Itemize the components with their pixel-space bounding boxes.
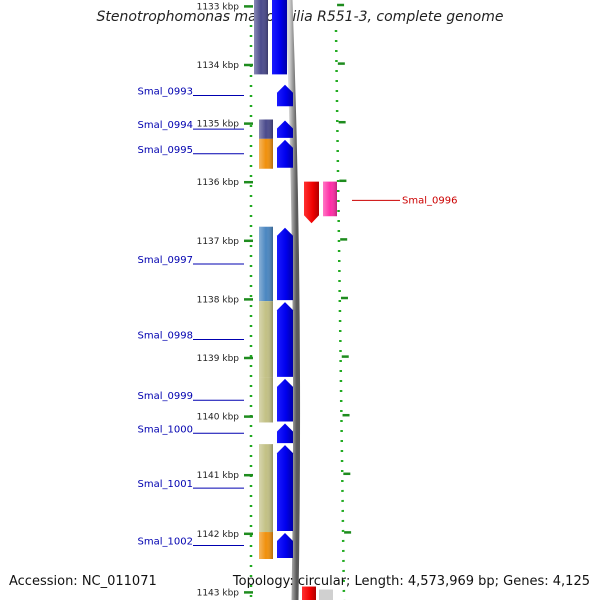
scale-tick-label: 1141 kbp bbox=[197, 471, 240, 481]
scale-tick-label: 1138 kbp bbox=[197, 295, 240, 305]
cog-block-bottom-partial bbox=[319, 589, 333, 600]
gene-label-smal-0997[interactable]: Smal_0997 bbox=[138, 255, 193, 266]
cds-smal-0997[interactable] bbox=[277, 227, 293, 301]
scale-tick-label: 1136 kbp bbox=[197, 178, 240, 188]
scale-tick-label: 1140 kbp bbox=[197, 413, 240, 423]
scale-tick-label: 1135 kbp bbox=[197, 120, 240, 130]
cog-block-top-partial-shading bbox=[254, 0, 268, 75]
topology-text: Topology: circular; Length: 4,573,969 bp… bbox=[232, 574, 590, 589]
gene-label-smal-0995[interactable]: Smal_0995 bbox=[138, 145, 193, 156]
cds-smal-0999[interactable] bbox=[277, 378, 293, 422]
accession-text: Accession: NC_011071 bbox=[9, 574, 157, 589]
gene-label-smal-1000[interactable]: Smal_1000 bbox=[138, 424, 193, 435]
cog-block-smal-0998-shading bbox=[259, 301, 273, 378]
right-dotted-track bbox=[334, 29, 346, 600]
cds-top-partial[interactable] bbox=[272, 0, 287, 75]
cog-block-smal-0999-shading bbox=[259, 377, 273, 423]
gene-label-smal-0993[interactable]: Smal_0993 bbox=[138, 86, 193, 97]
cds-smal-1000[interactable] bbox=[277, 423, 293, 444]
cds-smal-1001[interactable] bbox=[277, 445, 293, 532]
gene-label-smal-0996[interactable]: Smal_0996 bbox=[402, 195, 457, 206]
scale-tick-label: 1137 kbp bbox=[197, 237, 240, 247]
cds-smal-0996[interactable] bbox=[304, 181, 319, 224]
cds-smal-0994[interactable] bbox=[277, 120, 293, 138]
cog-block-smal-0997-shading bbox=[259, 226, 273, 302]
gene-label-smal-0994[interactable]: Smal_0994 bbox=[138, 120, 193, 131]
cog-block-smal-1001-shading bbox=[259, 444, 273, 533]
cds-smal-0993[interactable] bbox=[277, 84, 293, 107]
cds-smal-1002[interactable] bbox=[277, 533, 293, 558]
scale-tick-label: 1142 kbp bbox=[197, 530, 240, 540]
scale-tick-label: 1133 kbp bbox=[197, 2, 240, 12]
gene-label-smal-1001[interactable]: Smal_1001 bbox=[138, 479, 193, 490]
cds-bottom-partial[interactable] bbox=[302, 586, 316, 600]
map-title: Stenotrophomonas maltophilia R551-3, com… bbox=[96, 9, 504, 25]
gene-label-smal-1002[interactable]: Smal_1002 bbox=[138, 537, 193, 548]
cog-block-smal-1002-shading bbox=[259, 532, 273, 559]
cog-block-smal-0995-shading bbox=[259, 138, 273, 169]
cog-block-smal-0994-shading bbox=[259, 119, 273, 139]
genome-backbone bbox=[285, 0, 301, 600]
cog-block-smal-0996-shading bbox=[323, 181, 337, 217]
cds-smal-0995[interactable] bbox=[277, 139, 293, 168]
gene-label-smal-0999[interactable]: Smal_0999 bbox=[138, 391, 193, 402]
scale-tick-label: 1139 kbp bbox=[197, 354, 240, 364]
scale-tick-label: 1143 kbp bbox=[197, 588, 240, 598]
cds-smal-0998[interactable] bbox=[277, 302, 293, 377]
scale-tick-label: 1134 kbp bbox=[197, 61, 240, 71]
gene-label-smal-0998[interactable]: Smal_0998 bbox=[138, 331, 193, 342]
